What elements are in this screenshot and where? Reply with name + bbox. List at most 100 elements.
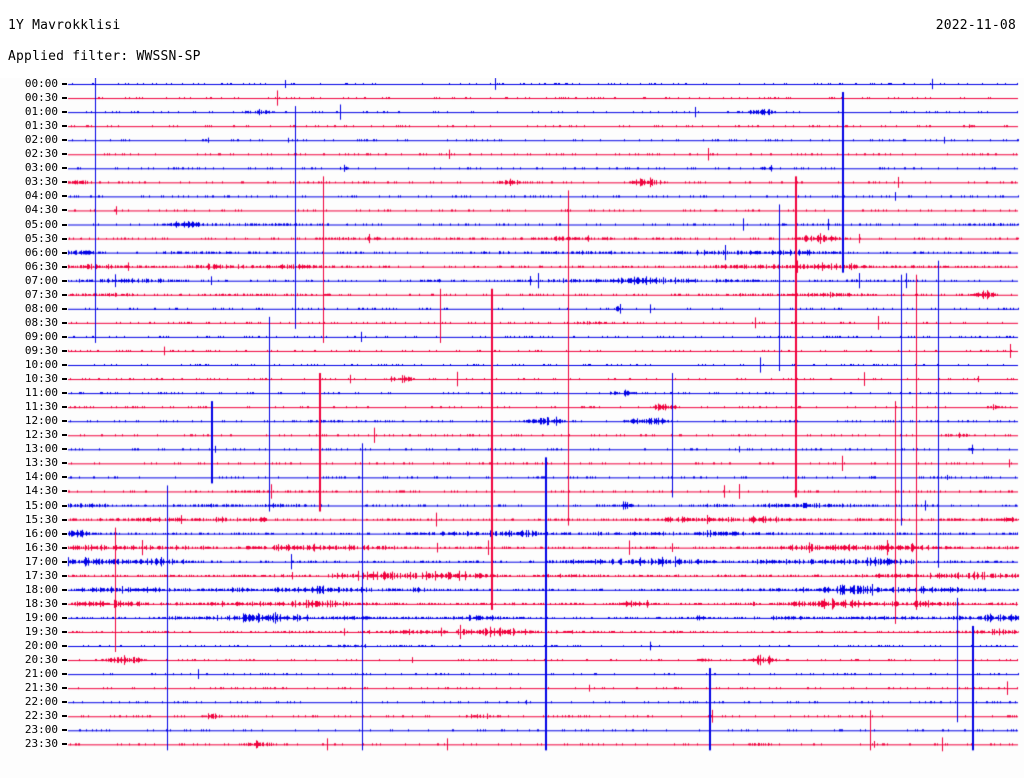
axis-tick — [62, 111, 67, 114]
time-label: 06:00 — [24, 245, 58, 259]
axis-tick — [62, 139, 67, 142]
time-label: 19:00 — [24, 610, 58, 624]
time-label: 04:00 — [24, 189, 58, 203]
axis-tick — [62, 476, 67, 479]
time-label: 09:30 — [24, 343, 58, 357]
time-label: 03:00 — [24, 161, 58, 175]
axis-tick — [62, 307, 67, 310]
axis-tick — [62, 743, 67, 746]
axis-tick — [62, 181, 67, 184]
axis-tick — [62, 420, 67, 423]
axis-tick — [62, 715, 67, 718]
axis-tick — [62, 83, 67, 85]
time-label: 21:30 — [24, 681, 58, 695]
axis-tick — [62, 490, 67, 493]
time-label: 00:00 — [24, 77, 58, 90]
time-label: 00:30 — [24, 91, 58, 105]
time-label: 12:30 — [24, 428, 58, 442]
time-label: 17:00 — [24, 554, 58, 568]
axis-tick — [62, 659, 67, 662]
time-label: 11:00 — [24, 386, 58, 400]
time-label: 03:30 — [24, 175, 58, 189]
axis-tick — [62, 645, 67, 647]
time-label: 22:00 — [24, 695, 58, 709]
time-label: 10:30 — [24, 372, 58, 386]
time-label: 14:30 — [24, 484, 58, 498]
axis-tick — [62, 406, 67, 409]
axis-tick — [62, 265, 67, 268]
time-label: 15:00 — [24, 498, 58, 512]
time-label: 21:00 — [24, 667, 58, 681]
seismic-trace-canvas — [0, 78, 1024, 778]
axis-tick — [62, 687, 67, 690]
time-label: 17:30 — [24, 568, 58, 582]
time-label: 23:00 — [24, 723, 58, 737]
axis-tick — [62, 125, 67, 128]
axis-tick — [62, 574, 67, 577]
axis-tick — [62, 279, 67, 282]
time-label: 10:00 — [24, 358, 58, 371]
axis-tick — [62, 349, 67, 352]
axis-tick — [62, 560, 67, 563]
time-label: 20:00 — [24, 639, 58, 652]
axis-tick — [62, 364, 67, 366]
time-label: 18:30 — [24, 596, 58, 610]
axis-tick — [62, 602, 67, 605]
axis-tick — [62, 434, 67, 437]
time-label: 02:30 — [24, 147, 58, 161]
time-label: 18:00 — [24, 582, 58, 596]
axis-tick — [62, 321, 67, 324]
applied-filter-label: Applied filter: WWSSN-SP — [8, 49, 201, 64]
axis-tick — [62, 97, 67, 100]
time-label: 23:30 — [24, 737, 58, 751]
axis-tick — [62, 673, 67, 676]
axis-tick — [62, 153, 67, 156]
time-label: 20:30 — [24, 653, 58, 667]
axis-tick — [62, 588, 67, 591]
axis-tick — [62, 335, 67, 338]
time-label: 09:00 — [24, 329, 58, 343]
axis-tick — [62, 616, 67, 619]
time-label: 22:30 — [24, 709, 58, 723]
date-label: 2022-11-08 — [935, 18, 1016, 33]
axis-tick — [62, 504, 67, 507]
time-label: 16:30 — [24, 540, 58, 554]
axis-tick — [62, 293, 67, 296]
axis-tick — [62, 378, 67, 381]
time-label: 02:00 — [24, 133, 58, 147]
time-label: 16:00 — [24, 526, 58, 540]
axis-tick — [62, 167, 67, 170]
axis-tick — [62, 630, 67, 633]
time-label: 15:30 — [24, 512, 58, 526]
station-title: 1Y Mavrokklisi — [8, 18, 121, 33]
axis-tick — [62, 462, 67, 465]
axis-tick — [62, 448, 67, 451]
axis-tick — [62, 729, 67, 732]
time-label: 08:30 — [24, 315, 58, 329]
time-axis: 00:00 00:30 01:00 01:30 02:00 02:30 03:00 03:30… — [0, 78, 62, 778]
axis-tick — [62, 209, 67, 212]
time-label: 06:30 — [24, 259, 58, 273]
axis-tick — [62, 237, 67, 240]
time-label: 11:30 — [24, 400, 58, 414]
time-label: 01:00 — [24, 105, 58, 119]
axis-tick — [62, 701, 67, 704]
time-label: 07:00 — [24, 273, 58, 287]
time-label: 14:00 — [24, 470, 58, 484]
time-label: 05:00 — [24, 217, 58, 231]
axis-tick — [62, 251, 67, 254]
axis-tick — [62, 518, 67, 521]
axis-tick — [62, 532, 67, 535]
seismogram-plot: 00:00 00:30 01:00 01:30 02:00 02:30 03:00 03:30… — [0, 78, 1024, 778]
axis-tick — [62, 392, 67, 395]
axis-tick — [62, 546, 67, 549]
time-label: 04:30 — [24, 203, 58, 217]
time-label: 07:30 — [24, 287, 58, 301]
time-label: 05:30 — [24, 231, 58, 245]
time-label: 12:00 — [24, 414, 58, 428]
time-label: 01:30 — [24, 119, 58, 133]
time-label: 13:00 — [24, 442, 58, 456]
time-label: 13:30 — [24, 456, 58, 470]
time-label: 19:30 — [24, 624, 58, 638]
